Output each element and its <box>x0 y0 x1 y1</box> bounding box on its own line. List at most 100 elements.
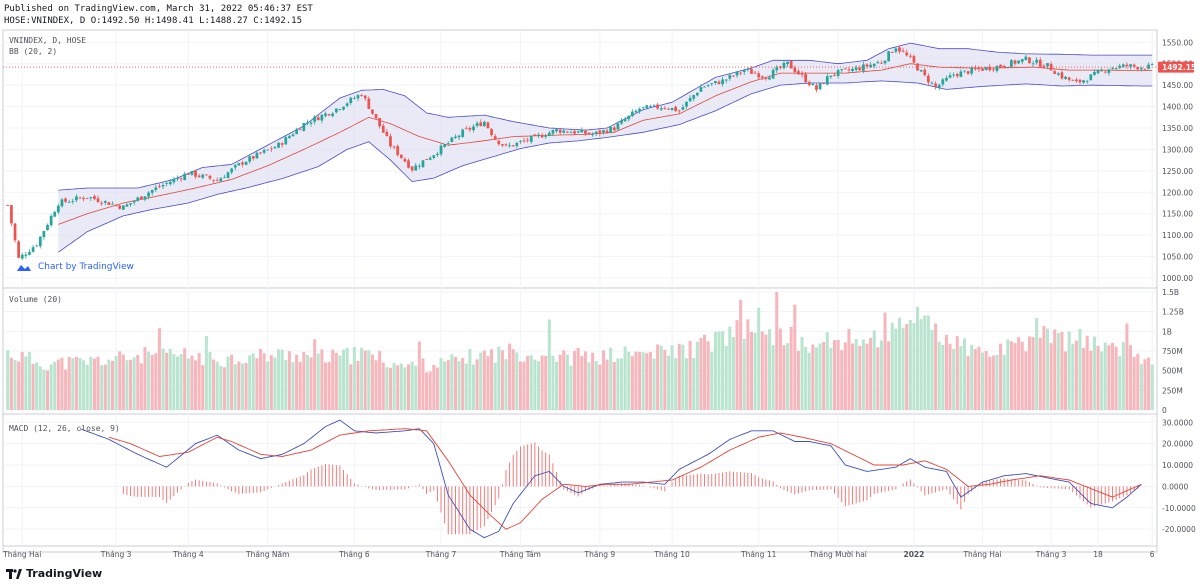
volume-bar <box>17 361 21 410</box>
volume-bar <box>533 359 537 410</box>
volume-bar <box>1085 335 1089 410</box>
volume-bar <box>670 345 674 410</box>
y-tick-label: 1100.00 <box>1162 231 1193 240</box>
volume-bar <box>1129 345 1133 410</box>
candle-down <box>371 109 374 114</box>
volume-bar <box>222 367 226 410</box>
volume-bar <box>757 307 761 410</box>
volume-bar <box>201 365 205 410</box>
candle-down <box>78 197 82 199</box>
volume-bar <box>219 366 223 410</box>
candle-up <box>1024 56 1028 60</box>
bb-indicator-label: BB (20, 2) <box>9 47 57 56</box>
volume-bar <box>991 355 995 410</box>
volume-bar <box>843 342 847 410</box>
volume-bar <box>796 350 800 410</box>
time-axis-label: Tháng Tám <box>499 550 541 559</box>
candle-up <box>244 161 248 165</box>
candle-down <box>674 106 678 112</box>
candle-up <box>876 62 880 64</box>
volume-bar <box>616 358 620 410</box>
volume-bar <box>1017 337 1021 410</box>
volume-bar <box>1009 341 1013 410</box>
candle-up <box>811 83 815 86</box>
candle-up <box>710 83 714 85</box>
volume-bar <box>908 320 912 410</box>
volume-bar <box>1067 331 1071 410</box>
volume-bar <box>962 338 966 410</box>
candle-up <box>1035 59 1039 63</box>
volume-bar <box>45 370 50 410</box>
volume-bar <box>208 352 212 410</box>
volume-bar <box>1118 356 1122 410</box>
volume-bar <box>731 337 735 410</box>
candle-down <box>410 166 414 171</box>
candle-up <box>547 132 551 137</box>
volume-bar <box>746 319 750 410</box>
y-tick-label: 0 <box>1162 406 1167 415</box>
volume-bar <box>6 350 10 410</box>
volume-bar <box>1031 337 1035 410</box>
volume-bar <box>1136 353 1140 410</box>
candle-down <box>269 148 273 150</box>
candle-down <box>988 66 992 71</box>
candle-up <box>56 205 60 213</box>
time-axis-label: Tháng 3 <box>1035 550 1067 559</box>
candle-up <box>1064 76 1067 79</box>
candle-down <box>1143 68 1147 70</box>
volume-bar <box>172 354 176 410</box>
volume-bar <box>363 350 367 410</box>
candle-down <box>493 136 497 140</box>
candle-down <box>822 82 826 84</box>
candle-up <box>428 157 432 160</box>
candle-up <box>421 160 425 168</box>
candle-down <box>378 117 382 127</box>
volume-bar <box>497 346 501 410</box>
ohlc-header: HOSE:VNINDEX, D O:1492.50 H:1498.41 L:14… <box>4 16 303 26</box>
volume-bar <box>641 352 645 410</box>
candle-up <box>638 108 641 111</box>
volume-bar <box>1089 350 1093 410</box>
volume-bar <box>226 356 230 410</box>
volume-bar <box>814 347 818 410</box>
chart-by-tradingview[interactable]: Chart by TradingView <box>16 262 134 272</box>
volume-pane-title: Volume (20) <box>9 295 62 304</box>
candle-up <box>602 130 605 133</box>
volume-bar <box>277 349 281 410</box>
candle-up <box>594 131 598 134</box>
candle-up <box>970 67 974 74</box>
volume-bar <box>403 367 407 410</box>
volume-bar <box>53 361 57 410</box>
volume-bar <box>197 353 201 410</box>
candle-down <box>96 198 100 203</box>
volume-bar <box>941 344 945 410</box>
tradingview-logo-icon <box>6 568 22 579</box>
candle-up <box>168 181 172 185</box>
candle-up <box>24 254 28 256</box>
volume-bar <box>504 359 508 410</box>
volume-bar <box>518 361 522 410</box>
candle-up <box>836 70 840 77</box>
candle-down <box>251 156 255 159</box>
candle-up <box>703 86 706 88</box>
volume-bar <box>970 344 974 410</box>
candle-up <box>49 215 53 226</box>
candle-up <box>42 231 46 238</box>
candle-up <box>537 134 540 136</box>
candle-up <box>233 165 237 168</box>
candle-up <box>190 171 194 175</box>
candle-down <box>815 85 818 90</box>
candle-up <box>591 134 595 136</box>
volume-bar <box>1013 343 1017 410</box>
footer-brand[interactable]: TradingView <box>6 567 102 580</box>
volume-bar <box>1074 340 1078 410</box>
volume-bar <box>1049 343 1053 410</box>
volume-bar <box>1092 336 1096 410</box>
volume-bar <box>1143 359 1147 410</box>
volume-bar <box>298 361 302 410</box>
candle-up <box>659 108 663 110</box>
volume-bar <box>154 353 158 410</box>
candle-up <box>1006 66 1010 68</box>
volume-bar <box>244 363 248 410</box>
